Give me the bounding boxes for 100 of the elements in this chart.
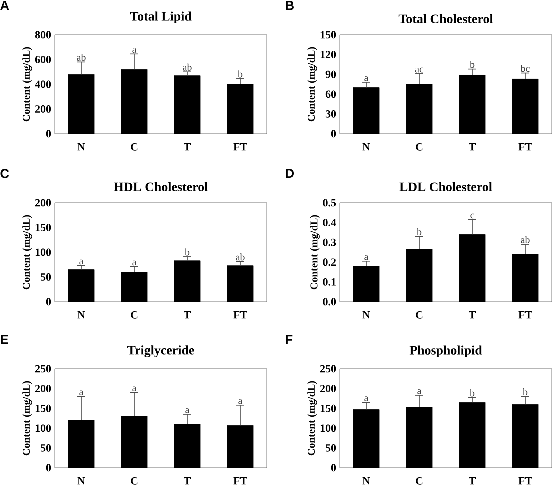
y-tick-label: 250 [320,365,336,373]
annotation: a [364,76,369,82]
y-tick-label: 0 [46,130,52,138]
y-tick-label: 50 [40,274,52,281]
y-tick-label: 200 [36,385,52,392]
bar [227,425,254,468]
y-tick-label: 50 [40,444,52,452]
annotation: b [470,390,475,397]
x-tick-label: C [131,312,138,319]
y-axis-title: Content (mg/dL) [310,215,320,290]
y-tick-label: 100 [320,424,336,432]
y-tick-label: 60 [326,90,336,98]
bar [459,75,486,134]
y-tick-label: 0.2 [323,258,336,266]
bar [174,424,201,468]
y-tick-label: 150 [36,404,52,412]
bar [406,249,433,302]
y-tick-label: 200 [320,385,336,392]
text: B [286,1,294,10]
chart-title: Total Cholesterol [398,14,494,24]
annotation: a [418,390,422,394]
y-tick-label: 120 [320,51,336,58]
y-axis-title: Content (mg/dL) [22,215,32,290]
annotation: ab [183,64,192,71]
bar [353,88,380,134]
x-tick-label: FT [234,478,248,485]
x-tick-label: FT [234,312,248,319]
y-tick-label: 800 [35,31,52,39]
chart-title: Triglyceride [128,346,194,358]
bar [227,84,254,134]
y-tick-label: 400 [35,80,52,88]
annotation: b [185,248,190,256]
x-tick-label: FT [234,144,248,151]
y-tick-label: 0.3 [323,238,336,246]
x-tick-label: FT [518,312,532,319]
annotation: a [132,48,137,53]
x-tick-label: C [131,144,138,151]
y-tick-label: 250 [36,365,52,373]
bar [68,74,95,134]
y-tick-label: 0.4 [323,219,336,227]
annotation: b [417,228,422,236]
bar [459,234,486,302]
y-tick-label: 200 [36,199,52,207]
y-tick-label: 150 [320,404,336,412]
x-tick-label: N [78,478,86,485]
y-tick-label: 100 [36,424,52,432]
x-tick-label: FT [518,478,532,485]
bar [353,266,380,302]
annotation: bc [520,65,530,72]
bar [121,416,148,468]
y-tick-label: 0.1 [323,278,336,286]
text: F [286,335,293,344]
annotation: ab [236,254,245,261]
annotation: ab [77,54,86,62]
x-tick-label: N [78,312,86,319]
x-tick-label: C [416,312,423,319]
annotation: a [364,396,369,402]
chart-title: LDL Cholesterol [400,182,492,192]
bar [121,69,148,134]
annotation: a [238,399,243,404]
annotation: b [238,70,243,78]
bar [512,254,539,302]
y-tick-label: 50 [326,444,336,452]
x-tick-label: T [184,144,191,151]
y-axis-title: Content (mg/dL) [308,381,318,456]
x-tick-label: T [469,312,476,319]
text: D [286,169,294,178]
y-tick-label: 30 [326,110,336,118]
annotation: a [80,260,84,265]
x-tick-label: C [416,478,423,485]
y-tick-label: 150 [320,31,336,39]
y-tick-label: 150 [36,224,52,232]
bar [174,76,201,134]
y-tick-label: 0.0 [323,298,336,306]
y-axis-title: Content (mg/dL) [22,381,32,456]
annotation: a [132,260,137,266]
y-tick-label: 200 [36,106,52,113]
annotation: ab [521,236,530,244]
y-tick-label: 0 [331,130,336,138]
bar [68,270,95,302]
y-tick-label: 0 [46,298,52,306]
bar [121,272,148,302]
y-tick-label: 600 [35,56,52,64]
x-tick-label: T [469,144,476,151]
annotation: ac [415,68,424,73]
y-tick-label: 0 [331,464,336,472]
annotation: b [470,61,475,68]
chart-title: Total Lipid [130,12,192,24]
annotation: b [523,388,528,396]
x-tick-label: T [184,478,191,485]
annotation: a [364,255,369,260]
bar [68,420,95,468]
bar [512,79,539,134]
x-tick-label: N [362,478,370,485]
bar [174,260,201,302]
text: E [1,335,8,344]
y-axis-title: Content (mg/dL) [22,47,32,122]
annotation: a [186,408,190,414]
x-tick-label: T [184,312,191,319]
y-tick-label: 90 [326,70,336,78]
